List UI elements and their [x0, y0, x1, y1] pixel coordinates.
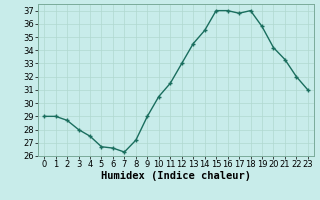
- X-axis label: Humidex (Indice chaleur): Humidex (Indice chaleur): [101, 171, 251, 181]
